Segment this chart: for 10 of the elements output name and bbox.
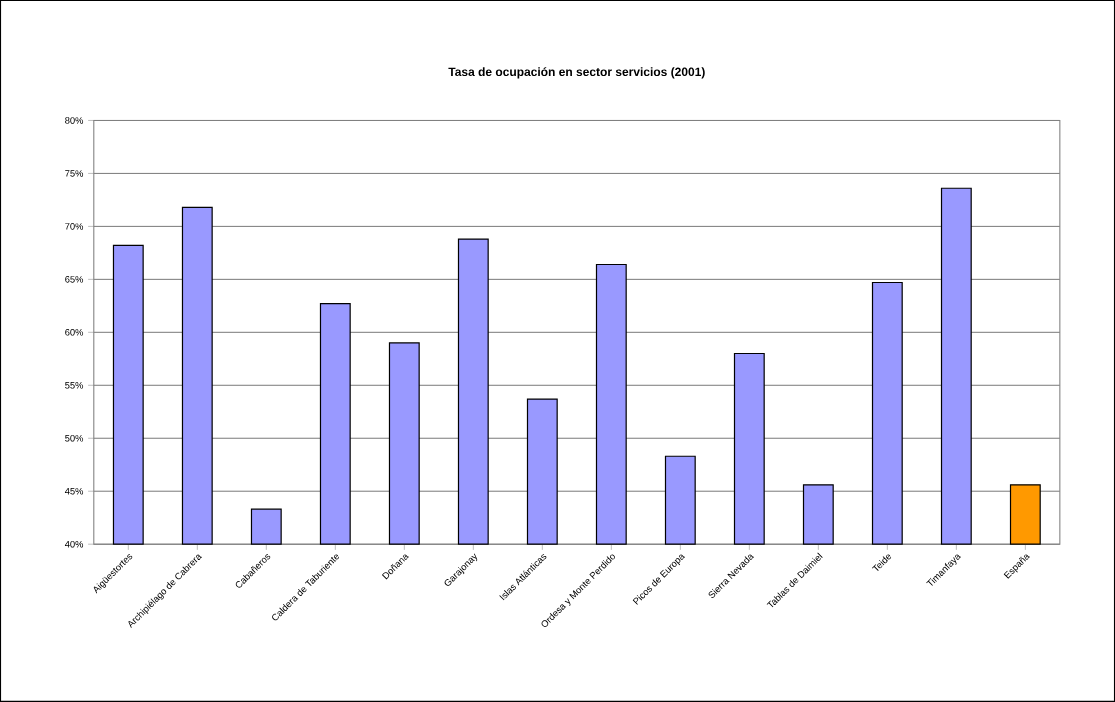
y-tick-label: 45% (64, 487, 84, 495)
y-tick-label: 70% (65, 223, 84, 230)
y-tick-label: 75% (65, 170, 84, 177)
chart-title: Tasa de ocupación en sector servicios (2001) (448, 67, 705, 79)
y-tick-label: 50% (65, 434, 84, 442)
y-tick-label: 55% (65, 382, 84, 389)
y-tick-label: 60% (65, 329, 84, 336)
y-tick-label: 40% (64, 540, 84, 548)
y-tick-label: 80% (65, 117, 84, 124)
y-tick-label: 65% (65, 276, 84, 283)
